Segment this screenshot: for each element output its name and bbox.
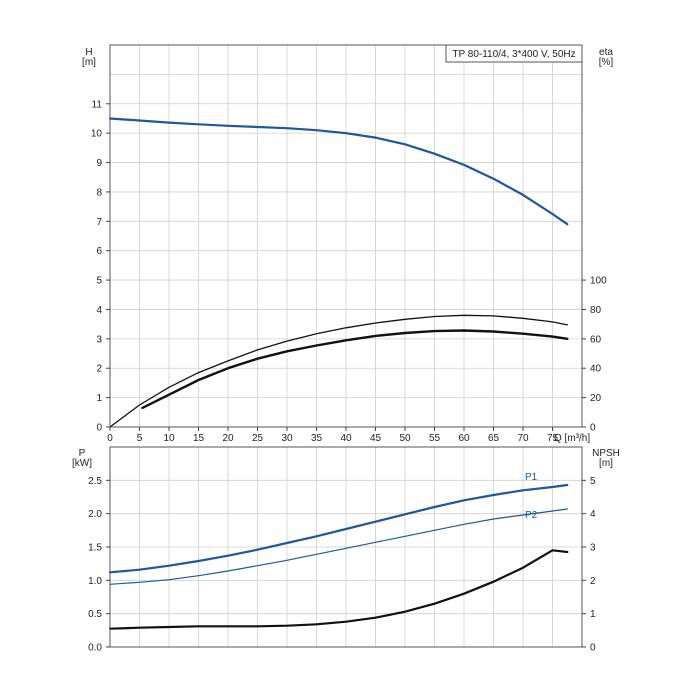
y-left-tick-label: 1.5 xyxy=(88,543,102,554)
y-left-tick-label: 8 xyxy=(96,187,102,198)
power-npsh-series xyxy=(108,483,569,630)
y-right-tick-label: 3 xyxy=(590,543,596,554)
y-right-tick-label: 100 xyxy=(590,276,607,287)
y-right-tick-label: 5 xyxy=(590,476,596,487)
y-right-tick-label: 0 xyxy=(590,643,596,654)
power-npsh-ticks: 0.0 0.5 1.0 1.5 2.0 2.5 0 1 2 3 4 5 xyxy=(88,476,596,654)
y-left-tick-label: 2 xyxy=(96,364,102,375)
x-tick-label: 20 xyxy=(222,433,234,444)
chart-title-box xyxy=(445,44,583,63)
efficiency-curve-thick xyxy=(141,329,569,410)
y-right-tick-label: 0 xyxy=(590,423,596,434)
npsh-curve xyxy=(108,549,569,630)
x-tick-label: 45 xyxy=(370,433,382,444)
head-efficiency-series xyxy=(108,117,569,428)
power-p2-curve xyxy=(109,508,568,585)
y-right-tick-label: 4 xyxy=(590,509,596,520)
series-label-p1: P1 xyxy=(525,472,538,483)
efficiency-curve-thin xyxy=(109,314,568,428)
x-tick-label: 15 xyxy=(193,433,205,444)
y-right-tick-label: 60 xyxy=(590,334,602,345)
y-left-tick-label: 2.5 xyxy=(88,476,102,487)
x-tick-label: 70 xyxy=(517,433,529,444)
x-tick-label: 65 xyxy=(488,433,500,444)
y-left-tick-label: 2.0 xyxy=(88,509,102,520)
x-tick-label: 5 xyxy=(137,433,143,444)
eta-axis-label: eta [%] xyxy=(599,47,614,68)
power-npsh-chart: 0.0 0.5 1.0 1.5 2.0 2.5 0 1 2 3 4 5 P [kW] NPSH [m] P… xyxy=(72,446,620,654)
y-left-tick-label: 4 xyxy=(96,305,102,316)
chart-title: TP 80-110/4, 3*400 V, 50Hz xyxy=(452,49,575,60)
head-curve xyxy=(108,117,569,226)
y-left-tick-label: 3 xyxy=(96,334,102,345)
y-right-tick-label: 1 xyxy=(590,609,596,620)
head-axis-label: H [m] xyxy=(82,47,96,68)
x-tick-label: 0 xyxy=(107,433,113,444)
y-right-tick-label: 40 xyxy=(590,364,602,375)
y-left-tick-label: 1 xyxy=(96,393,102,404)
x-tick-label: 50 xyxy=(399,433,411,444)
y-left-tick-label: 0.5 xyxy=(88,609,102,620)
x-tick-label: 35 xyxy=(311,433,323,444)
y-right-tick-label: 2 xyxy=(590,576,596,587)
y-right-tick-label: 20 xyxy=(590,393,602,404)
power-npsh-grid xyxy=(110,447,582,647)
y-left-tick-label: 5 xyxy=(96,276,102,287)
y-left-tick-label: 11 xyxy=(92,99,103,110)
x-tick-label: 55 xyxy=(429,433,441,444)
head-efficiency-chart: 0 5 10 15 20 25 30 35 40 45 50 55 60 65 70 750123456789… xyxy=(82,44,614,444)
x-tick-label: 30 xyxy=(281,433,293,444)
series-label-p2: P2 xyxy=(525,510,538,521)
y-right-tick-label: 80 xyxy=(590,305,602,316)
x-tick-label: 40 xyxy=(340,433,352,444)
x-tick-label: 60 xyxy=(458,433,470,444)
power-p1-curve xyxy=(108,483,569,574)
y-left-tick-label: 6 xyxy=(96,246,102,257)
power-axis-label: P [kW] xyxy=(72,448,92,469)
y-left-tick-label: 10 xyxy=(91,129,103,140)
y-left-tick-label: 0.0 xyxy=(88,643,102,654)
x-tick-label: 10 xyxy=(163,433,175,444)
head-efficiency-ticks: 0 5 10 15 20 25 30 35 40 45 50 55 60 65 70 750123456789… xyxy=(91,99,607,444)
y-left-tick-label: 0 xyxy=(96,423,102,434)
y-left-tick-label: 7 xyxy=(96,217,102,228)
flow-axis-label: Q [m³/h] xyxy=(554,433,590,444)
x-tick-label: 75 xyxy=(547,433,559,444)
y-left-tick-label: 1.0 xyxy=(88,576,102,587)
y-left-tick-label: 9 xyxy=(96,158,102,169)
npsh-axis-label: NPSH [m] xyxy=(592,448,620,469)
x-tick-label: 25 xyxy=(252,433,264,444)
